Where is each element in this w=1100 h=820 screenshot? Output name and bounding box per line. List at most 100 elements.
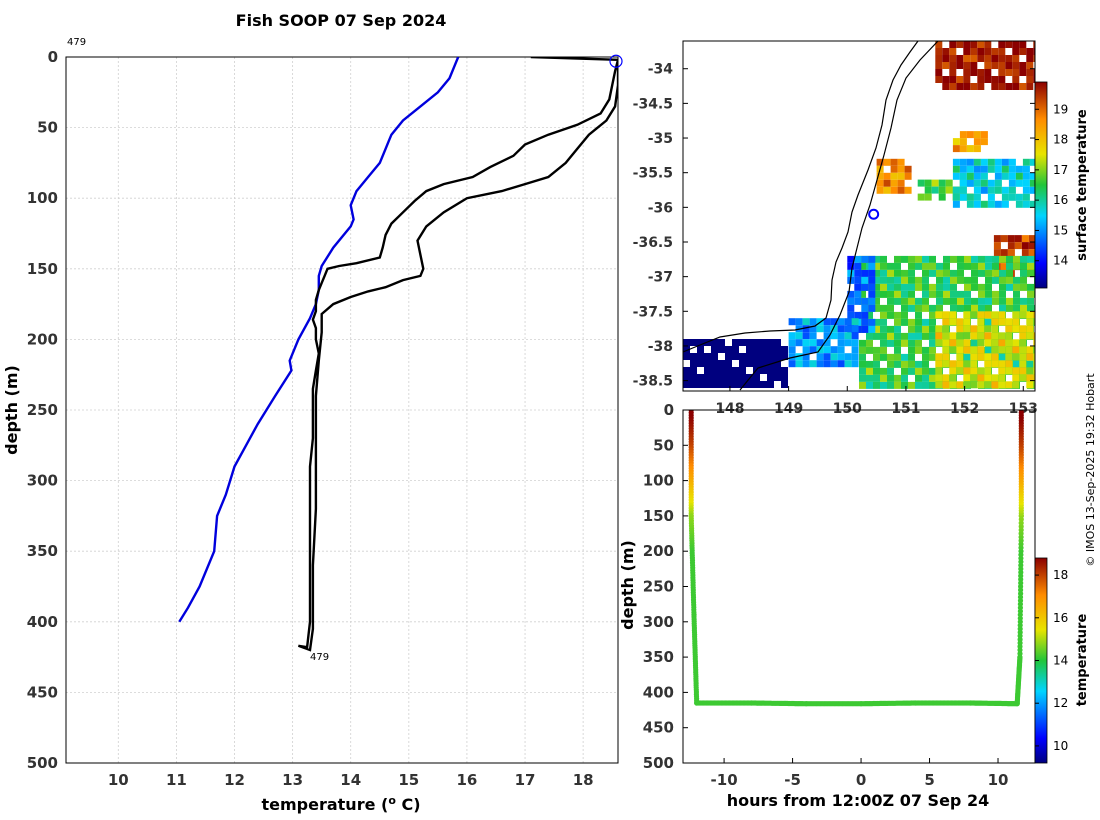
- sst-cell: [868, 297, 876, 305]
- sst-cell: [1001, 158, 1009, 166]
- sst-cell: [753, 374, 760, 381]
- left-x-tick-label: 15: [398, 771, 419, 789]
- sst-cell: [851, 353, 859, 361]
- sst-cell: [915, 262, 922, 270]
- sst-cell: [949, 367, 957, 375]
- sst-cell: [963, 360, 971, 368]
- temperature-colorbar-tick-label: 10: [1053, 739, 1068, 753]
- sst-cell: [949, 55, 957, 62]
- sst-cell: [998, 318, 1006, 326]
- track-y-tick-label: 0: [664, 401, 674, 419]
- sst-cell: [949, 318, 957, 326]
- sst-cell: [984, 48, 992, 55]
- sst-cell: [1027, 262, 1034, 270]
- sst-cell: [901, 374, 908, 382]
- sst-cell: [929, 290, 936, 298]
- sst-cell: [977, 374, 985, 382]
- sst-cell: [847, 262, 855, 270]
- profile-marker: [609, 54, 623, 68]
- sst-cell: [931, 186, 939, 194]
- sst-cell: [830, 353, 838, 361]
- sst-cell: [890, 158, 898, 166]
- sst-colorbar-label: surface temperature: [1075, 109, 1090, 261]
- sst-colorbar-tick-label: 15: [1053, 223, 1068, 237]
- sst-cell: [795, 332, 803, 340]
- sst-cell: [959, 145, 967, 153]
- sst-cell: [887, 339, 894, 347]
- sst-cell: [998, 62, 1006, 69]
- sst-cell: [964, 290, 971, 298]
- sst-cell: [861, 255, 869, 263]
- sst-cell: [774, 346, 781, 353]
- sst-cell: [1029, 172, 1035, 180]
- sst-cell: [1008, 172, 1016, 180]
- sst-cell: [876, 179, 884, 187]
- sst-cell: [901, 353, 908, 361]
- sst-cell: [859, 374, 866, 382]
- sst-cell: [1001, 165, 1009, 173]
- sst-cell: [887, 367, 894, 375]
- sst-cell: [880, 346, 887, 354]
- sst-cell: [901, 332, 908, 340]
- sst-cell: [704, 353, 711, 360]
- sst-cell: [987, 158, 995, 166]
- profile-label-top: 479: [67, 37, 86, 48]
- sst-cell: [929, 325, 936, 333]
- sst-cell: [816, 360, 824, 368]
- sst-cell: [894, 353, 901, 361]
- track-point: [1018, 580, 1024, 586]
- sst-cell: [690, 367, 697, 374]
- sst-cell: [844, 318, 852, 326]
- sst-cell: [873, 255, 880, 263]
- sst-cell: [837, 339, 845, 347]
- sst-cell: [959, 186, 967, 194]
- sst-cell: [963, 83, 971, 90]
- sst-cell: [732, 353, 739, 360]
- sst-cell: [1001, 172, 1009, 180]
- sst-cell: [998, 374, 1006, 382]
- sst-cell: [1033, 346, 1035, 354]
- sst-cell: [908, 276, 915, 284]
- sst-cell: [922, 255, 929, 263]
- sst-cell: [887, 381, 894, 389]
- sst-cell: [1008, 165, 1016, 173]
- sst-cell: [859, 367, 866, 375]
- sst-cell: [942, 318, 950, 326]
- left-x-tick-label: 11: [166, 771, 187, 789]
- sst-cell: [956, 360, 964, 368]
- sst-cell: [718, 381, 725, 388]
- sst-cell: [929, 255, 936, 263]
- sst-cell: [915, 381, 922, 389]
- map-lat-tick-label: -38.5: [633, 374, 673, 390]
- sst-cell: [854, 276, 862, 284]
- sst-cell: [952, 138, 960, 146]
- sst-cell: [861, 283, 869, 291]
- sst-cell: [894, 276, 901, 284]
- sst-cell: [977, 367, 985, 375]
- sst-cell: [998, 55, 1006, 62]
- map-lat-tick-label: -37.5: [633, 304, 673, 320]
- sst-cell: [901, 311, 908, 319]
- sst-cell: [935, 55, 943, 62]
- sst-cell: [1020, 304, 1027, 312]
- sst-cell: [922, 304, 929, 312]
- sst-cell: [1019, 346, 1027, 354]
- sst-cell: [915, 360, 922, 368]
- sst-cell: [922, 346, 929, 354]
- sst-cell: [963, 374, 971, 382]
- sst-cell: [851, 332, 859, 340]
- sst-cell: [952, 200, 960, 208]
- track-point: [1017, 626, 1023, 632]
- sst-cell: [847, 311, 855, 319]
- sst-cell: [915, 311, 922, 319]
- sst-cell: [908, 269, 915, 277]
- sst-cell: [788, 318, 796, 326]
- sst-cell: [788, 360, 796, 368]
- sst-cell: [901, 255, 908, 263]
- sst-cell: [753, 353, 760, 360]
- sst-cell: [781, 353, 788, 360]
- sst-cell: [830, 346, 838, 354]
- sst-cell: [908, 360, 915, 368]
- sst-cell: [854, 283, 862, 291]
- sst-cell: [970, 353, 978, 361]
